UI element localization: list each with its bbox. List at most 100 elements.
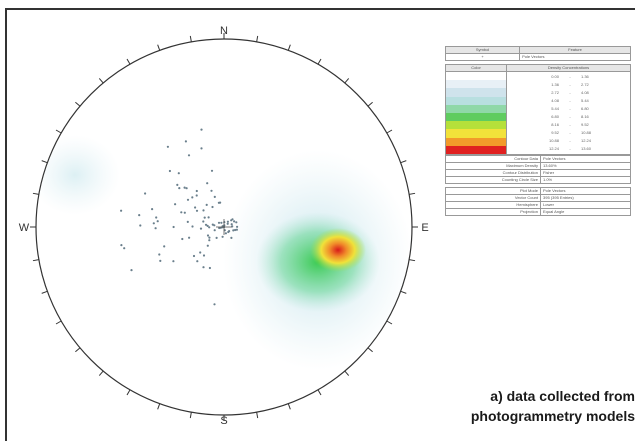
azimuth-tick	[41, 290, 48, 294]
legend-ramp-swatch	[446, 121, 506, 130]
pole-point	[168, 169, 171, 173]
pole-point	[208, 236, 211, 239]
legend-setting-key: Vector Count	[445, 194, 541, 202]
legend-bin-low: 8.16	[551, 122, 559, 127]
legend-bin-high: 5.44	[581, 98, 589, 103]
legend-setting-row: Contour Distribution Fisher	[445, 169, 631, 177]
legend-setting-key: Plot Mode	[445, 187, 541, 195]
azimuth-tick	[75, 101, 81, 107]
pole-point	[200, 128, 203, 131]
legend-setting-row: Maximum Density 13.60%	[445, 162, 631, 170]
pole-point	[210, 169, 214, 172]
pole-point	[207, 216, 210, 219]
azimuth-tick	[386, 129, 393, 134]
pole-point	[172, 260, 175, 263]
legend-bin-dash: -	[569, 98, 571, 103]
legend-density-header: Color Density Concentrations	[445, 64, 631, 72]
pole-point	[186, 198, 190, 201]
pole-point	[232, 229, 235, 232]
pole-point	[163, 245, 166, 248]
pole-point	[206, 244, 209, 247]
center-cross	[216, 219, 232, 235]
caption-line-2: photogrammetry models	[470, 408, 635, 424]
pole-point	[206, 182, 209, 185]
legend-ramp-swatch	[446, 96, 506, 105]
pole-point	[202, 254, 206, 257]
pole-point	[234, 228, 237, 232]
contour-outer-w	[36, 135, 120, 215]
legend-header-feature: Feature	[519, 46, 631, 54]
legend-bin-high: 12.24	[581, 138, 592, 143]
pole-point	[183, 211, 186, 214]
azimuth-tick	[256, 412, 259, 419]
pole-point	[211, 223, 214, 226]
east-label: E	[421, 222, 428, 234]
pole-point	[187, 154, 191, 157]
legend-bin-dash: -	[569, 82, 571, 87]
legend-ramp-swatch	[446, 129, 506, 138]
pole-point	[206, 234, 210, 237]
legend-density-bins: 0.00-1.36 1.36-2.72 2.72-4.08 4.08-5.44 5.44…	[445, 72, 631, 155]
legend-symbol-feature: Pole Vectors	[519, 53, 631, 61]
pole-point	[195, 189, 198, 193]
azimuth-tick	[157, 403, 161, 410]
pole-point	[224, 232, 227, 235]
legend-bin-high: 8.16	[581, 114, 589, 119]
pole-point	[211, 205, 214, 209]
pole-points	[120, 128, 239, 306]
legend-bin-row: 12.24 - 13.60	[507, 145, 630, 153]
pole-point	[217, 221, 221, 224]
legend-bin-list: 0.00-1.36 1.36-2.72 2.72-4.08 4.08-5.44 5.44…	[507, 72, 630, 154]
pole-point	[236, 225, 239, 228]
azimuth-tick	[367, 101, 373, 107]
pole-point	[213, 303, 216, 306]
legend-bin-low: 2.72	[551, 90, 559, 95]
pole-point	[213, 195, 216, 198]
legend-setting-key: Maximum Density	[445, 162, 541, 170]
pole-point	[208, 266, 211, 270]
pole-point	[210, 189, 213, 192]
figure-caption: a) data collected from photogrammetry mo…	[335, 386, 635, 426]
legend-setting-value: 1.0%	[540, 176, 631, 184]
azimuth-tick	[317, 58, 322, 65]
pole-point	[202, 266, 205, 269]
azimuth-tick	[98, 370, 104, 376]
legend-setting-row: Projection Equal Angle	[445, 208, 631, 216]
stereonet-plot: N S E W	[19, 25, 429, 427]
pole-point	[196, 260, 199, 263]
south-label: S	[220, 415, 227, 427]
pole-point	[130, 269, 133, 272]
legend-bin-dash: -	[569, 138, 571, 143]
pole-point	[139, 224, 142, 227]
legend-color-ramp	[446, 72, 507, 155]
pole-point	[202, 220, 205, 223]
azimuth-tick	[126, 389, 131, 396]
legend-bin-dash: -	[569, 74, 571, 79]
legend-bin-dash: -	[569, 146, 571, 151]
pole-point	[230, 219, 233, 222]
pole-point	[230, 223, 233, 226]
pole-point	[217, 201, 220, 204]
pole-point	[213, 229, 216, 232]
pole-point	[235, 228, 238, 231]
azimuth-tick	[400, 160, 407, 164]
pole-point	[186, 220, 189, 223]
azimuth-tick	[157, 44, 161, 51]
pole-point	[233, 220, 236, 223]
pole-point	[183, 186, 186, 189]
pole-point	[120, 244, 123, 247]
pole-point	[221, 235, 224, 238]
pole-point	[235, 221, 238, 224]
azimuth-tick	[55, 320, 62, 325]
azimuth-tick	[386, 320, 393, 325]
pole-point	[218, 226, 221, 230]
density-contours	[36, 135, 412, 370]
legend-bin-low: 10.88	[548, 138, 559, 143]
legend-bin-high: 1.36	[581, 74, 589, 79]
pole-point	[230, 236, 233, 239]
pole-point	[206, 224, 209, 227]
pole-point	[151, 208, 154, 211]
legend-bin-row: 10.88 - 12.24	[507, 137, 630, 145]
pole-point	[154, 227, 157, 230]
